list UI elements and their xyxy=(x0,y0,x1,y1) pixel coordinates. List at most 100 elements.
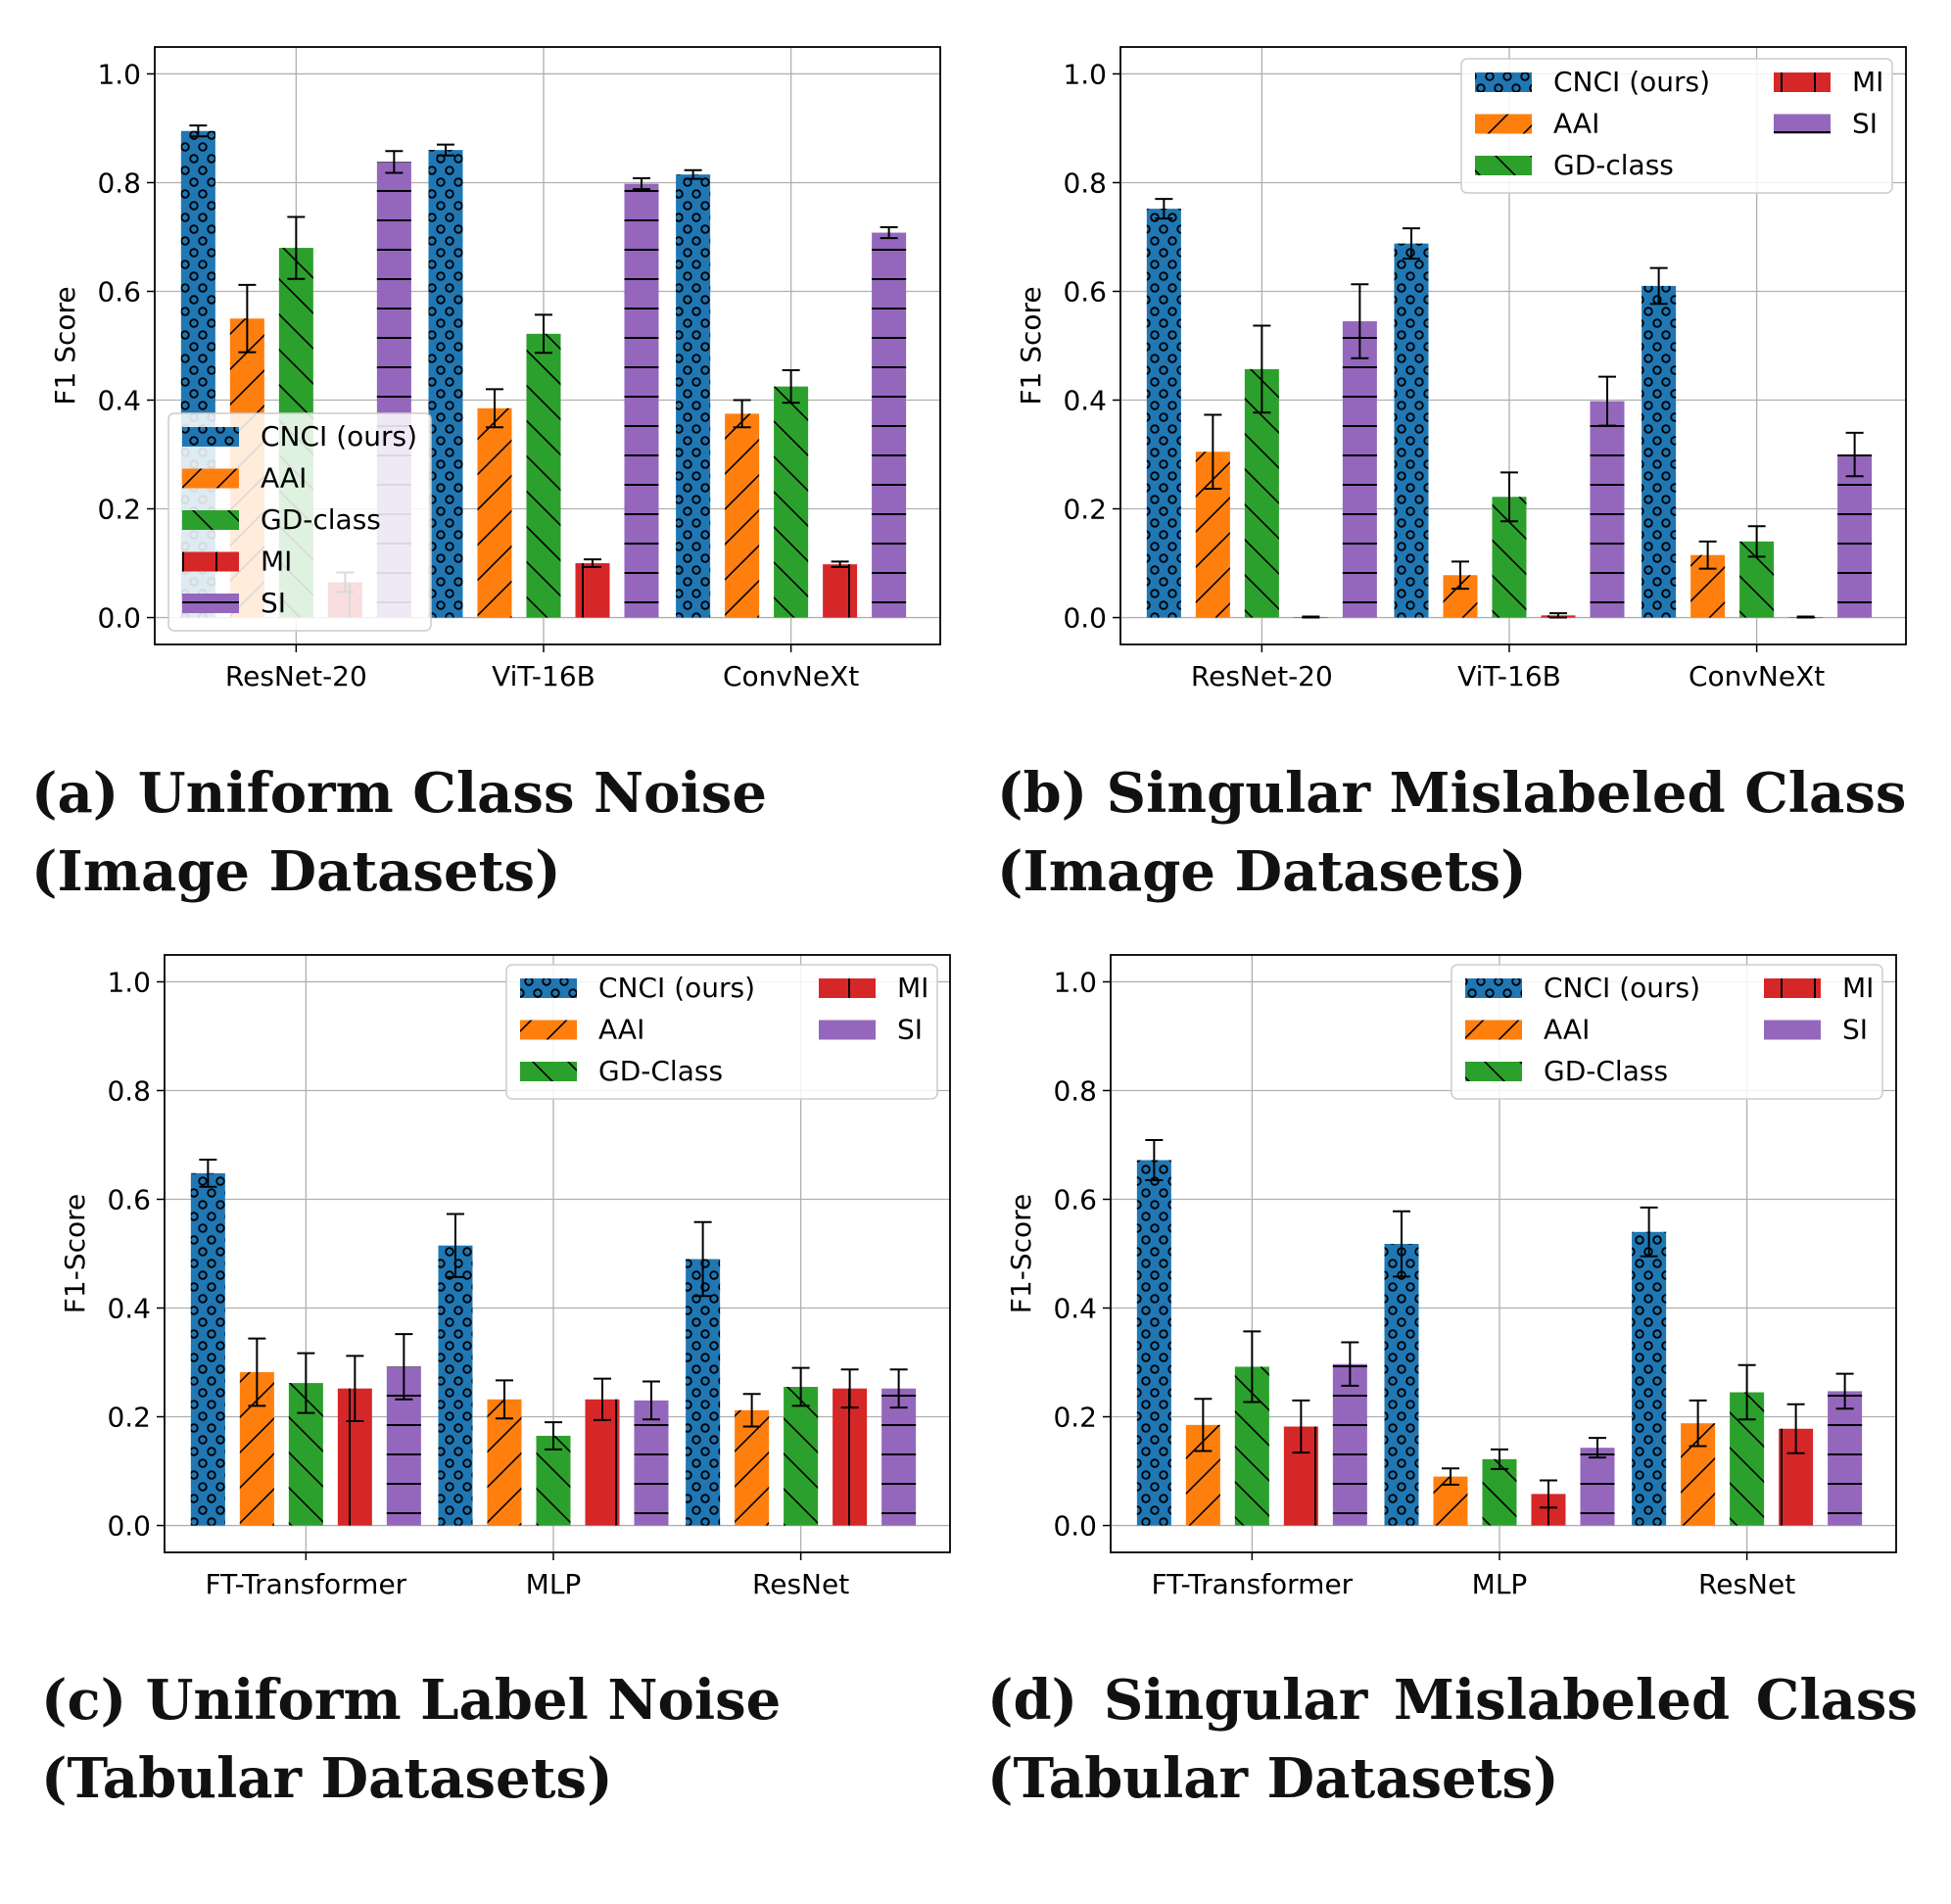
caption-d-word: Class xyxy=(1755,1668,1918,1733)
caption-d-line1: (d) Singular Mislabeled Class xyxy=(987,1661,1918,1739)
bar-hatch xyxy=(872,232,907,618)
legend-swatch-hatch xyxy=(1764,1020,1821,1040)
x-tick-label: ResNet xyxy=(752,1568,849,1600)
legend-label: AAI xyxy=(598,1014,644,1046)
legend-swatch-hatch xyxy=(1764,978,1821,998)
chart-uniform-label-noise-tabular: 0.0 0.2 0.4 0.6 0.8 1.0 FT-Transformer MLP ResNe… xyxy=(59,954,951,1600)
bar-hatch xyxy=(735,1409,770,1526)
caption-d-line2: (Tabular Datasets) xyxy=(987,1746,1559,1811)
bar-hatch xyxy=(1828,1391,1863,1526)
legend-swatch-hatch xyxy=(520,978,577,998)
caption-c: (c) Uniform Label Noise (Tabular Dataset… xyxy=(41,1661,781,1818)
caption-b: (b) Singular Mislabeled Class (Image Dat… xyxy=(997,754,1906,911)
bar-hatch xyxy=(487,1399,522,1526)
x-tick-label: FT-Transformer xyxy=(206,1568,407,1600)
axes-frame xyxy=(164,954,951,1553)
y-tick-label: 0.8 xyxy=(1053,1074,1097,1107)
legend-label: MI xyxy=(261,546,292,578)
bar-hatch xyxy=(477,407,512,618)
x-tick-label: ViT-16B xyxy=(492,660,595,692)
legend-label: CNCI (ours) xyxy=(1544,972,1700,1004)
caption-b-line1: (b) Singular Mislabeled Class xyxy=(997,761,1907,826)
legend-swatch-hatch xyxy=(1475,114,1532,134)
bar-hatch xyxy=(634,1400,669,1526)
legend-swatch-hatch xyxy=(182,510,239,530)
bar-hatch xyxy=(1136,1160,1171,1526)
legend-box xyxy=(1451,964,1883,1100)
bar-hatch xyxy=(881,1388,917,1526)
x-tick-label: ResNet-20 xyxy=(225,660,367,692)
legend-swatch-hatch xyxy=(819,978,876,998)
bar-hatch xyxy=(1394,243,1429,618)
legend-swatch-hatch xyxy=(182,468,239,489)
y-tick-label: 0.6 xyxy=(1063,275,1107,308)
legend-swatch-hatch xyxy=(1475,72,1532,92)
chart-singular-mislabeled-class-image: 0.0 0.2 0.4 0.6 0.8 1.0 ResNet-20 ViT-16B ConvNe… xyxy=(1015,46,1907,692)
y-tick-label: 0.4 xyxy=(97,385,141,417)
legend-swatch-hatch xyxy=(182,551,239,572)
bar-hatch xyxy=(784,1386,819,1526)
legend-label: SI xyxy=(897,1014,923,1046)
legend-box xyxy=(1460,58,1893,194)
legend: CNCI (ours) AAI GD-Class MI SI xyxy=(505,964,938,1100)
bar-hatch xyxy=(686,1259,721,1526)
y-tick-label: 0.6 xyxy=(107,1183,151,1215)
caption-d-word: Mislabeled xyxy=(1393,1668,1731,1733)
axes-frame xyxy=(1110,954,1897,1553)
x-tick-label: ConvNeXt xyxy=(1689,660,1825,692)
caption-a-line1: (a) Uniform Class Noise xyxy=(31,761,767,826)
axes-frame xyxy=(1119,46,1907,645)
y-tick-label: 0.4 xyxy=(1053,1293,1097,1325)
legend: CNCI (ours) AAI GD-class MI SI xyxy=(167,412,432,632)
legend-swatch-hatch xyxy=(520,1020,577,1040)
y-axis-label: F1-Score xyxy=(59,1194,91,1313)
bar-hatch xyxy=(1146,209,1181,618)
legend-swatch-hatch xyxy=(819,1020,876,1040)
y-tick-label: 1.0 xyxy=(1053,966,1097,998)
y-tick-label: 0.0 xyxy=(107,1510,151,1543)
y-tick-label: 0.6 xyxy=(1053,1183,1097,1215)
bar-hatch xyxy=(624,183,659,618)
caption-c-line2: (Tabular Datasets) xyxy=(41,1746,613,1811)
x-tick-label: FT-Transformer xyxy=(1152,1568,1354,1600)
legend-label: AAI xyxy=(1544,1014,1590,1046)
chart-singular-mislabeled-class-tabular: 0.0 0.2 0.4 0.6 0.8 1.0 FT-Transformer MLP ResNe… xyxy=(1005,954,1897,1600)
y-tick-label: 1.0 xyxy=(97,58,141,90)
y-tick-label: 0.8 xyxy=(107,1074,151,1107)
y-tick-label: 0.6 xyxy=(97,275,141,308)
legend: CNCI (ours) AAI GD-Class MI SI xyxy=(1451,964,1883,1100)
legend-label: GD-class xyxy=(1553,149,1674,181)
legend-label: AAI xyxy=(1553,108,1599,140)
y-tick-label: 0.8 xyxy=(97,167,141,199)
axes-frame xyxy=(154,46,941,645)
legend-swatch-hatch xyxy=(1465,978,1522,998)
caption-b-line2: (Image Datasets) xyxy=(997,839,1527,904)
caption-c-line1: (c) Uniform Label Noise xyxy=(41,1668,782,1733)
y-axis-label: F1 Score xyxy=(49,286,81,405)
legend-label: CNCI (ours) xyxy=(598,972,755,1004)
y-tick-label: 0.0 xyxy=(1053,1510,1097,1543)
bar-hatch xyxy=(526,333,561,618)
legend: CNCI (ours) AAI GD-class MI SI xyxy=(1460,58,1893,194)
y-axis-label: F1 Score xyxy=(1015,286,1047,405)
bar-hatch xyxy=(823,564,858,618)
legend-label: MI xyxy=(897,972,928,1004)
y-axis-label: F1-Score xyxy=(1005,1194,1037,1313)
y-tick-label: 0.2 xyxy=(107,1402,151,1434)
caption-d-word: (d) xyxy=(987,1668,1078,1733)
x-tick-label: ViT-16B xyxy=(1457,660,1561,692)
legend-swatch-hatch xyxy=(1774,72,1831,92)
y-tick-label: 0.4 xyxy=(107,1293,151,1325)
bar-hatch xyxy=(833,1388,868,1526)
bar-hatch xyxy=(1632,1231,1667,1526)
caption-d: (d) Singular Mislabeled Class (Tabular D… xyxy=(987,1661,1918,1818)
bar-hatch xyxy=(1332,1363,1367,1526)
caption-a-line2: (Image Datasets) xyxy=(31,839,561,904)
bar-hatch xyxy=(1642,285,1677,618)
legend-swatch-hatch xyxy=(1465,1062,1522,1081)
legend-label: CNCI (ours) xyxy=(1553,66,1710,98)
y-tick-label: 0.0 xyxy=(1063,602,1107,635)
y-tick-label: 0.2 xyxy=(1063,494,1107,526)
bar-hatch xyxy=(575,563,610,618)
